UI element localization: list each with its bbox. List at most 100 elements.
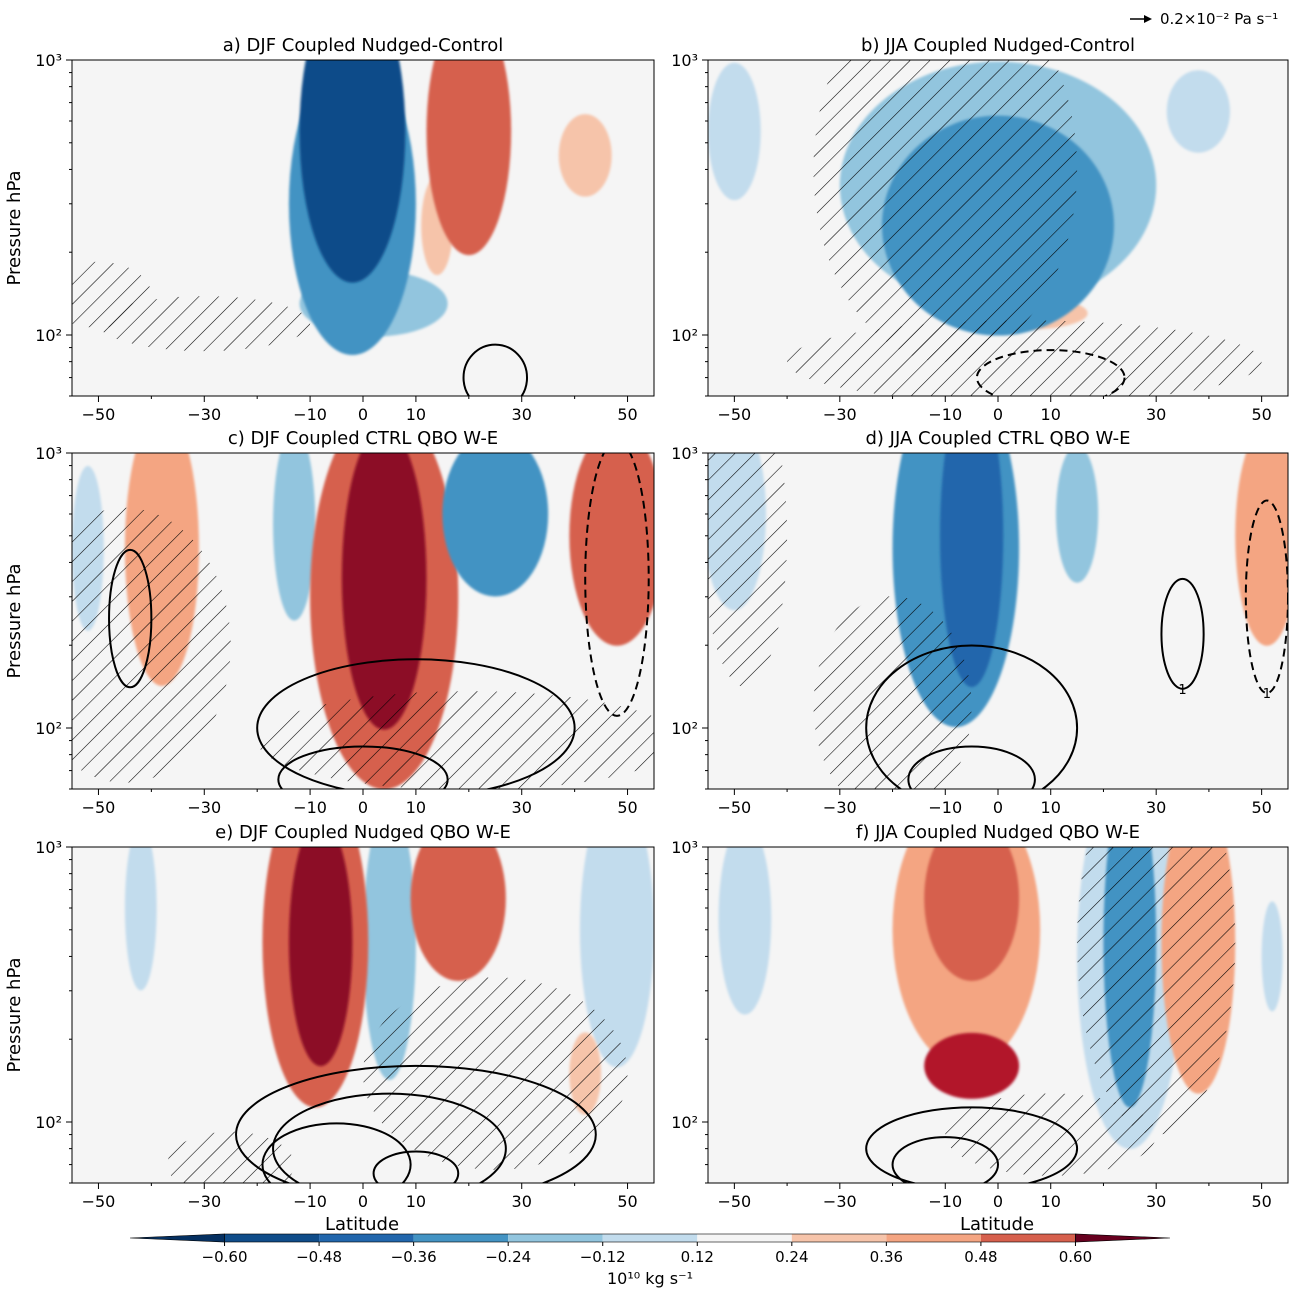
shaded-region	[442, 432, 548, 597]
x-tick-label: 10	[1041, 1192, 1061, 1211]
colorbar-tick-label: 0.48	[964, 1248, 997, 1266]
colorbar-segment	[792, 1234, 887, 1242]
colorbar-segment	[981, 1234, 1076, 1242]
colorbar-tick-label: 0.24	[775, 1248, 808, 1266]
contour-label: 1	[1263, 687, 1271, 702]
colorbar-segment	[508, 1234, 603, 1242]
x-tick-label: −10	[293, 405, 327, 424]
colorbar-min-extend	[130, 1234, 225, 1242]
colorbar-tick-label: −0.60	[202, 1248, 248, 1266]
panel-3: 61 c) DJF Coupled CTRL QBO W-E −50 −30 −10 0 1…	[4, 404, 680, 821]
contour-label: 2	[385, 1198, 393, 1213]
x-tick-label: 50	[1251, 1192, 1271, 1211]
contour-label: 1	[1178, 683, 1186, 698]
colorbar-tick-label: −0.48	[296, 1248, 342, 1266]
x-tick-label: 50	[1251, 798, 1271, 817]
y-axis-label: Pressure hPa	[4, 957, 25, 1072]
panels: a) DJF Coupled Nudged-Control −50 −30 −10 0 1…	[4, 0, 1299, 1215]
panel-title: c) DJF Coupled CTRL QBO W-E	[228, 428, 498, 449]
x-tick-label: −50	[82, 405, 116, 424]
colorbar-tick-label: 0.12	[681, 1248, 714, 1266]
x-tick-label: 0	[993, 798, 1003, 817]
shaded-region	[708, 63, 761, 200]
shaded-region	[1056, 445, 1098, 582]
panel-4: 411 1d) JJA Coupled CTRL QBO W-E−50 −30 −10…	[671, 370, 1298, 822]
x-tick-label: 50	[617, 405, 637, 424]
x-tick-label: 50	[617, 1192, 637, 1211]
contour-label: 1	[967, 804, 975, 819]
x-tick-label: −10	[293, 798, 327, 817]
x-tick-label: −30	[823, 1192, 857, 1211]
x-tick-label: −10	[928, 1192, 962, 1211]
panel-title: a) DJF Coupled Nudged-Control	[223, 35, 503, 56]
x-tick-label: 30	[512, 798, 532, 817]
y-tick-label: 10²	[35, 719, 62, 738]
contour-label: 4	[967, 806, 975, 821]
x-tick-label: 10	[1041, 798, 1061, 817]
colorbar-max-extend	[1075, 1234, 1170, 1242]
x-tick-label: 0	[358, 1192, 368, 1211]
significance-hatch	[257, 691, 680, 790]
y-tick-label: 10³	[671, 838, 698, 857]
x-tick-label: 10	[406, 1192, 426, 1211]
y-axis-label: Pressure hPa	[4, 563, 25, 678]
shaded-region	[125, 826, 157, 991]
x-axis-label-left: Latitude	[325, 1214, 399, 1235]
panel-1: a) DJF Coupled Nudged-Control −50 −30 −10 0 1…	[4, 0, 654, 424]
x-tick-label: −30	[187, 405, 221, 424]
panel-6: 4 2 f) JJA Coupled Nudged QBO W-E −50 −30 −10…	[671, 750, 1288, 1211]
colorbar-tick-label: 0.60	[1059, 1248, 1092, 1266]
colorbar-tick-label: −0.12	[580, 1248, 626, 1266]
shaded-region	[342, 427, 427, 729]
y-tick-label: 10²	[35, 326, 62, 345]
y-tick-label: 10³	[671, 51, 698, 70]
x-tick-label: 0	[358, 798, 368, 817]
colorbar-segment	[886, 1234, 981, 1242]
y-tick-label: 10²	[671, 1113, 698, 1132]
x-tick-label: 30	[512, 1192, 532, 1211]
colorbar-segment	[414, 1234, 509, 1242]
panel-title: e) DJF Coupled Nudged QBO W-E	[215, 822, 511, 843]
colorbar-tick-label: 0.36	[870, 1248, 903, 1266]
y-tick-label: 10³	[671, 444, 698, 463]
x-tick-label: 50	[1251, 405, 1271, 424]
x-tick-label: −50	[82, 798, 116, 817]
shaded-region	[289, 819, 352, 1066]
y-tick-label: 10³	[35, 51, 62, 70]
colorbar-tick-label: −0.36	[391, 1248, 437, 1266]
x-tick-label: −50	[82, 1192, 116, 1211]
shaded-region	[1235, 426, 1298, 646]
x-tick-label: 30	[512, 405, 532, 424]
x-tick-label: 50	[617, 798, 637, 817]
shaded-region	[273, 428, 315, 620]
colorbar-segment	[603, 1234, 698, 1242]
x-tick-label: −50	[717, 405, 751, 424]
panel-5: 84 2 1e) DJF Coupled Nudged QBO W-E−50 −30−…	[4, 777, 654, 1214]
shaded-region	[1167, 70, 1230, 152]
significance-hatch	[945, 1093, 1156, 1175]
panel-title: f) JJA Coupled Nudged QBO W-E	[856, 822, 1140, 843]
colorbar-label: 10¹⁰ kg s⁻¹	[607, 1269, 693, 1288]
reference-arrow-key: 0.2×10⁻² Pa s⁻¹	[1130, 10, 1278, 28]
x-axis-label-right: Latitude	[960, 1214, 1034, 1235]
significance-hatch	[98, 296, 310, 351]
colorbar-tick-label: −0.24	[485, 1248, 531, 1266]
shaded-region	[924, 1033, 1019, 1099]
x-tick-label: −10	[293, 1192, 327, 1211]
x-tick-label: −10	[928, 798, 962, 817]
colorbar: −0.60 −0.48 −0.36 −0.24 −0.12 0.12 0.24 0.36 0.4…	[130, 1234, 1170, 1266]
panel-title: b) JJA Coupled Nudged-Control	[861, 35, 1135, 56]
panel-2: 4 b) JJA Coupled Nudged-Control −50 −30 −10 0…	[671, 0, 1288, 424]
x-tick-label: 30	[1146, 1192, 1166, 1211]
x-tick-label: −30	[823, 405, 857, 424]
y-axis-label: Pressure hPa	[4, 170, 25, 285]
contour-label: 2	[967, 1184, 975, 1199]
x-tick-label: 10	[1041, 405, 1061, 424]
y-tick-label: 10²	[35, 1113, 62, 1132]
shaded-region	[1262, 901, 1283, 1011]
y-tick-label: 10³	[35, 838, 62, 857]
colorbar-segment	[225, 1234, 320, 1242]
x-tick-label: 10	[406, 798, 426, 817]
x-tick-label: −10	[928, 405, 962, 424]
